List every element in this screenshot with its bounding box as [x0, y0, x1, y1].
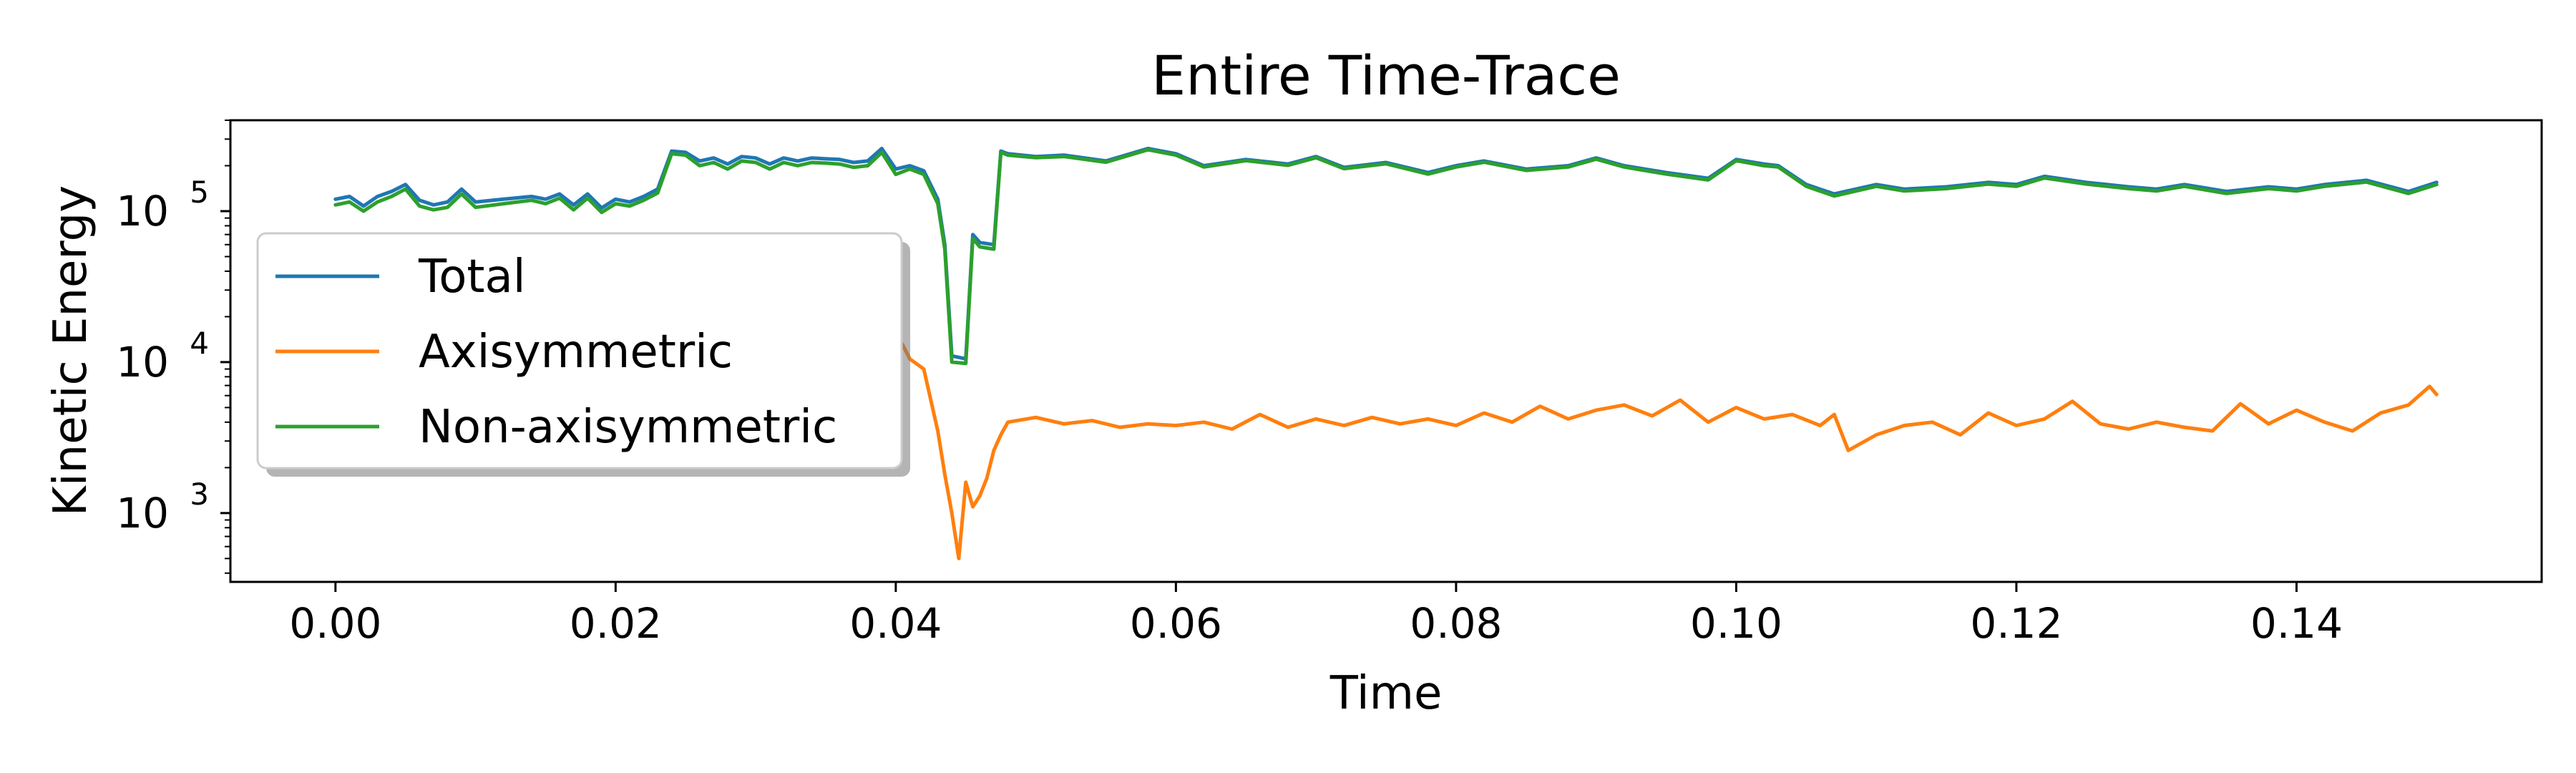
x-tick-label: 0.12 — [1970, 599, 2062, 648]
series-line-non-axisymmetric — [333, 147, 2439, 366]
legend: Total Axisymmetric Non-axisymmetric — [256, 232, 910, 477]
legend-label-total: Total — [418, 251, 525, 303]
legend-box — [256, 232, 903, 470]
y-axis: 10 3 10 4 10 5 — [116, 120, 230, 574]
y-tick-exponent: 3 — [190, 477, 209, 512]
x-tick-label: 0.10 — [1690, 599, 1782, 648]
series-line-total — [333, 147, 2439, 361]
plot-frame — [229, 119, 2543, 583]
y-tick-exponent: 5 — [190, 175, 209, 210]
x-tick-label: 0.02 — [570, 599, 662, 648]
y-tick-exponent: 4 — [190, 326, 209, 361]
chart-title: Entire Time-Trace — [1151, 44, 1621, 107]
legend-label-non-axisymmetric: Non-axisymmetric — [419, 401, 837, 454]
y-tick-label: 10 — [116, 338, 169, 386]
series-line-axisymmetric — [894, 334, 2439, 560]
series-layer — [333, 147, 2439, 560]
legend-label-axisymmetric: Axisymmetric — [419, 326, 733, 379]
x-axis: 0.00 0.02 0.04 0.06 0.08 0.10 0.12 0.14 — [289, 582, 2343, 648]
x-tick-label: 0.04 — [849, 599, 942, 648]
x-axis-label: Time — [1330, 667, 1443, 720]
x-tick-label: 0.00 — [289, 599, 381, 648]
x-tick-label: 0.06 — [1130, 599, 1222, 648]
y-axis-label: Kinetic Energy — [44, 185, 97, 516]
x-tick-label: 0.14 — [2250, 599, 2343, 648]
y-tick-label: 10 — [116, 489, 169, 538]
y-tick-label: 10 — [116, 187, 169, 235]
x-tick-label: 0.08 — [1410, 599, 1502, 648]
